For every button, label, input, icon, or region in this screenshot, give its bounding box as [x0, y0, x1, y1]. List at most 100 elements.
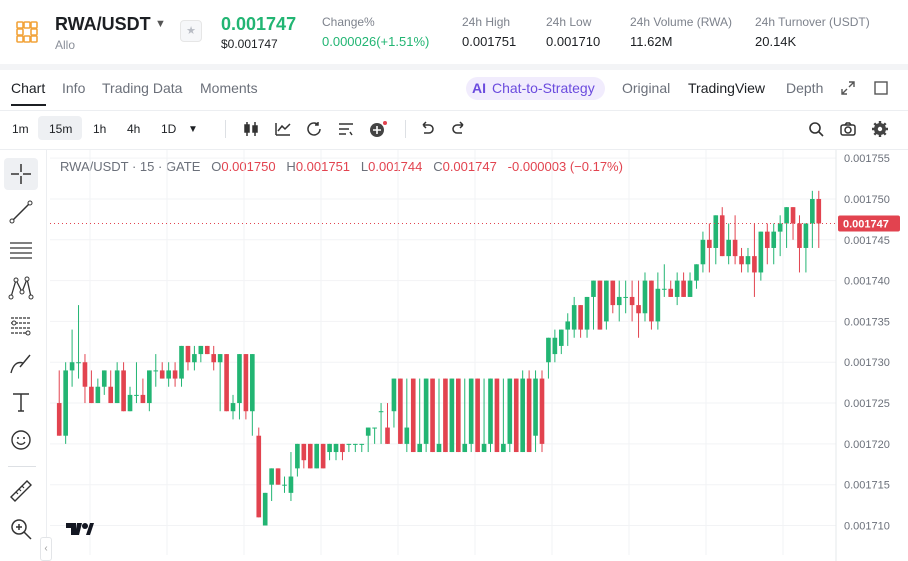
candle-body	[89, 386, 94, 404]
candlestick-chart[interactable]: 0.001755 0.001750 0.001745 0.001740 0.001735…	[46, 150, 908, 561]
emoji-icon[interactable]	[8, 427, 34, 453]
brush-icon[interactable]	[8, 351, 34, 377]
candle-body	[758, 231, 764, 273]
candle-body	[784, 207, 789, 224]
candle-body	[262, 492, 268, 526]
candle-body	[520, 378, 525, 453]
expand-icon[interactable]	[841, 81, 855, 95]
candle-body	[95, 386, 101, 404]
candle-body	[436, 443, 442, 453]
candle-body	[243, 354, 249, 412]
pattern-icon[interactable]	[8, 275, 34, 301]
candle-body	[127, 394, 133, 412]
y-axis-tick-label: 0.001720	[844, 439, 890, 451]
y-axis-tick-label: 0.001750	[844, 194, 890, 206]
camera-icon[interactable]	[839, 120, 857, 138]
candle-body	[101, 370, 107, 387]
candle-body	[694, 264, 699, 281]
candle-body	[353, 443, 358, 445]
horizontal-lines-icon[interactable]	[8, 237, 34, 263]
candle-body	[661, 288, 667, 290]
favorite-star-icon[interactable]: ★	[180, 20, 202, 42]
timeframe-1h[interactable]: 1h	[93, 122, 107, 136]
candle-body	[629, 296, 635, 306]
toolbar-divider	[405, 120, 406, 138]
ruler-icon[interactable]	[8, 478, 34, 504]
candle-body	[674, 280, 680, 297]
timeframe-1d[interactable]: 1D	[161, 122, 177, 136]
candle-body	[121, 370, 126, 412]
undo-icon[interactable]	[418, 120, 436, 138]
candle-body	[404, 427, 410, 444]
candle-body	[739, 256, 744, 265]
tab-chart[interactable]: Chart	[11, 80, 46, 96]
candles-icon[interactable]	[242, 120, 260, 138]
settings-list-icon[interactable]	[337, 120, 355, 138]
candle-body	[82, 362, 88, 387]
y-axis-tick-label: 0.001740	[844, 276, 890, 288]
candle-body	[468, 378, 474, 444]
chat-to-strategy-button[interactable]	[466, 77, 605, 100]
view-tradingview[interactable]: TradingView	[688, 80, 766, 96]
asset-name: Allo	[55, 38, 76, 52]
candle-body	[217, 354, 223, 363]
candle-body	[134, 394, 139, 396]
redo-icon[interactable]	[450, 120, 468, 138]
candle-body	[481, 443, 487, 453]
candle-body	[333, 443, 339, 453]
chevron-down-icon[interactable]: ▼	[155, 18, 166, 30]
indicators-icon[interactable]	[274, 120, 292, 138]
add-indicator-icon[interactable]	[369, 120, 387, 138]
search-icon[interactable]	[807, 120, 825, 138]
candle-body	[681, 280, 686, 297]
candle-body	[147, 370, 152, 404]
pair-selector[interactable]: RWA/USDT	[55, 14, 151, 34]
trend-line-icon[interactable]	[8, 199, 34, 225]
ticker-header: RWA/USDT ▼ Allo ★ 0.001747 $0.001747 Cha…	[0, 0, 908, 64]
y-axis-tick-label: 0.001755	[844, 153, 890, 165]
zoom-in-icon[interactable]	[8, 516, 34, 542]
candle-body	[275, 468, 281, 485]
timeframe-4h[interactable]: 4h	[127, 122, 141, 136]
chat-to-strategy-label: Chat-to-Strategy	[492, 80, 595, 96]
candle-body	[700, 239, 706, 265]
legend-h-label: H	[286, 159, 296, 174]
stat-high-value: 0.001751	[462, 34, 517, 49]
tab-moments[interactable]: Moments	[200, 80, 258, 96]
view-original[interactable]: Original	[622, 80, 671, 96]
candle-body	[777, 223, 783, 232]
candle-body	[732, 239, 738, 257]
toolbar-divider	[225, 120, 226, 138]
legend-open: 0.001750	[221, 159, 276, 174]
candle-body	[314, 443, 320, 469]
refresh-icon[interactable]	[305, 120, 323, 138]
view-depth[interactable]: Depth	[786, 80, 824, 96]
candle-body	[417, 443, 423, 453]
candle-body	[636, 305, 641, 314]
candle-body	[552, 337, 558, 355]
crosshair-icon[interactable]	[8, 161, 34, 187]
candle-body	[76, 362, 81, 364]
timeframe-dropdown-icon[interactable]: ▼	[188, 124, 198, 135]
y-axis-tick-label: 0.001730	[844, 357, 890, 369]
timeframe-15m[interactable]: 15m	[49, 122, 73, 136]
window-icon[interactable]	[874, 81, 888, 95]
candle-body	[320, 443, 326, 469]
candle-body	[237, 354, 242, 404]
candle-body	[771, 231, 777, 248]
gear-icon[interactable]	[871, 120, 889, 138]
candle-body	[346, 443, 352, 445]
candle-body	[108, 386, 114, 404]
tab-trading-data[interactable]: Trading Data	[102, 80, 183, 96]
candle-body	[140, 394, 146, 404]
fib-retracement-icon[interactable]	[8, 313, 34, 339]
candle-body	[340, 443, 345, 453]
candle-body	[301, 443, 307, 461]
candle-body	[546, 337, 551, 363]
text-icon[interactable]	[8, 389, 34, 415]
legend-close: 0.001747	[442, 159, 497, 174]
timeframe-1m[interactable]: 1m	[12, 122, 29, 136]
tab-info[interactable]: Info	[62, 80, 86, 96]
candle-body	[398, 378, 403, 444]
legend-low: 0.001744	[368, 159, 423, 174]
